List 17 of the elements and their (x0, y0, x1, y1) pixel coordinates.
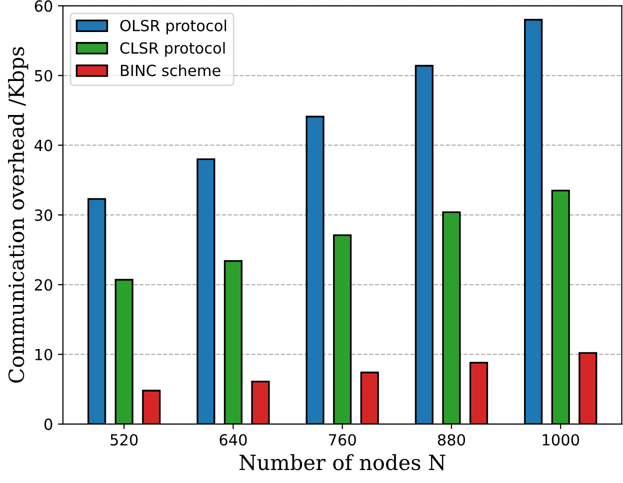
x-tick-label: 520 (110, 434, 138, 446)
y-tick-label: 60 (34, 0, 52, 12)
x-tick-label: 760 (329, 434, 356, 446)
y-tick-label: 30 (34, 209, 52, 221)
x-tick-label: 640 (220, 434, 247, 446)
x-axis-title: Number of nodes N (240, 454, 446, 470)
y-tick-label: 10 (35, 348, 52, 360)
y-axis-title: Communication overhead /Kbps (8, 47, 28, 383)
y-tick-label: 20 (34, 279, 52, 291)
y-tick-label: 0 (44, 418, 52, 430)
x-tick-label: 1000 (542, 434, 580, 446)
legend-label: OLSR protocol (120, 20, 226, 34)
legend-label: CLSR protocol (120, 42, 225, 57)
x-tick-label: 880 (438, 434, 466, 446)
y-tick-label: 40 (34, 140, 52, 152)
y-tick-label: 50 (34, 70, 52, 82)
legend-label: BINC scheme (120, 64, 220, 76)
